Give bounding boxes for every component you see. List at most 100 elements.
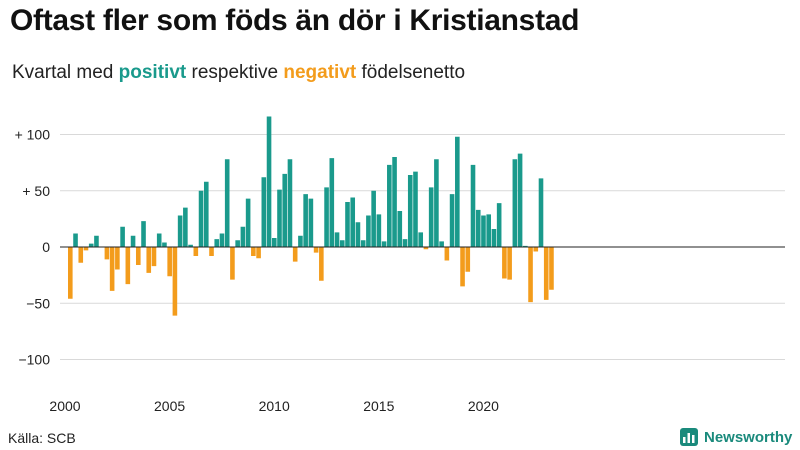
bar bbox=[298, 235, 303, 247]
bar bbox=[214, 239, 220, 248]
y-tick-label: + 50 bbox=[22, 183, 50, 199]
bar bbox=[120, 226, 125, 247]
bar bbox=[470, 164, 476, 248]
bar bbox=[538, 178, 544, 248]
bar bbox=[251, 247, 256, 256]
bar bbox=[308, 198, 314, 248]
brand-label: Newsworthy bbox=[704, 428, 793, 446]
x-tick-label: 2005 bbox=[154, 398, 185, 414]
bar bbox=[240, 226, 246, 247]
x-tick-label: 2015 bbox=[363, 398, 394, 414]
brand[interactable]: Newsworthy bbox=[680, 428, 792, 446]
y-tick-label: −50 bbox=[26, 295, 50, 311]
bar bbox=[198, 190, 204, 247]
bar bbox=[162, 242, 167, 247]
bar bbox=[460, 247, 465, 287]
bar bbox=[83, 247, 89, 251]
subtitle-positive-label: positivt bbox=[118, 62, 187, 83]
bar bbox=[88, 243, 94, 248]
bar bbox=[533, 247, 539, 252]
bar bbox=[141, 221, 146, 248]
bar bbox=[528, 247, 533, 303]
bar bbox=[78, 247, 84, 263]
bar bbox=[183, 207, 188, 248]
bar bbox=[235, 240, 240, 247]
bar bbox=[303, 194, 308, 248]
bar bbox=[73, 233, 78, 247]
bar bbox=[392, 157, 397, 247]
bar bbox=[256, 247, 261, 259]
bar bbox=[549, 247, 554, 290]
chart-subtitle: Kvartal med positivt respektive negativt… bbox=[12, 62, 465, 84]
bar bbox=[475, 209, 481, 248]
bar bbox=[219, 233, 225, 247]
subtitle-negative-label: negativt bbox=[283, 62, 357, 83]
bar bbox=[282, 173, 288, 248]
x-tick-label: 2020 bbox=[468, 398, 499, 414]
y-axis-ticks: + 100 + 50 0 −50 −100 bbox=[15, 127, 51, 368]
bar bbox=[277, 189, 282, 248]
newsworthy-logo-icon bbox=[680, 428, 698, 446]
bar bbox=[507, 247, 512, 280]
y-tick-label: + 100 bbox=[15, 127, 51, 143]
bar bbox=[313, 247, 319, 253]
y-tick-label: 0 bbox=[42, 239, 50, 255]
bar bbox=[324, 187, 329, 248]
bar bbox=[350, 197, 356, 247]
bar bbox=[193, 247, 199, 256]
bar bbox=[188, 244, 193, 247]
bar bbox=[151, 247, 157, 267]
bar bbox=[230, 247, 235, 280]
bar bbox=[439, 241, 444, 248]
bar bbox=[465, 247, 471, 272]
bar bbox=[203, 181, 209, 247]
bar bbox=[209, 247, 214, 256]
bar bbox=[167, 247, 172, 277]
bar bbox=[444, 247, 450, 261]
bar bbox=[486, 214, 491, 248]
bar bbox=[491, 229, 497, 247]
bar bbox=[449, 194, 455, 248]
bar bbox=[376, 214, 382, 248]
bars bbox=[68, 116, 554, 316]
bar bbox=[428, 187, 434, 248]
bar bbox=[125, 247, 131, 285]
bar bbox=[109, 247, 115, 291]
x-tick-label: 2010 bbox=[259, 398, 290, 414]
bar bbox=[481, 215, 486, 247]
bar bbox=[245, 198, 251, 248]
bar bbox=[371, 190, 376, 247]
bar bbox=[455, 136, 460, 247]
source-label: Källa: SCB bbox=[8, 430, 76, 446]
bar bbox=[94, 235, 99, 247]
gridlines bbox=[60, 134, 785, 360]
bar bbox=[502, 247, 507, 279]
bar bbox=[360, 240, 366, 247]
bar bbox=[402, 239, 408, 248]
bar bbox=[261, 177, 267, 247]
x-tick-label: 2000 bbox=[49, 398, 80, 414]
bar bbox=[156, 233, 162, 247]
bar bbox=[434, 159, 439, 247]
bar bbox=[366, 215, 371, 247]
bar bbox=[512, 159, 518, 247]
bar bbox=[292, 247, 298, 262]
bar bbox=[387, 164, 392, 248]
bar bbox=[271, 238, 277, 247]
bar bbox=[345, 202, 350, 247]
bar bbox=[423, 247, 429, 250]
bar bbox=[517, 153, 523, 248]
bar bbox=[543, 247, 549, 300]
subtitle-middle: respektive bbox=[186, 62, 284, 83]
y-tick-label: −100 bbox=[18, 352, 50, 368]
bar bbox=[413, 171, 418, 248]
bar bbox=[334, 232, 340, 248]
bar bbox=[172, 247, 178, 316]
bar bbox=[135, 247, 141, 265]
bar bbox=[418, 232, 424, 248]
bar bbox=[381, 241, 387, 248]
subtitle-suffix: födelsenetto bbox=[356, 62, 466, 83]
bar bbox=[287, 159, 293, 247]
bar bbox=[68, 247, 73, 299]
